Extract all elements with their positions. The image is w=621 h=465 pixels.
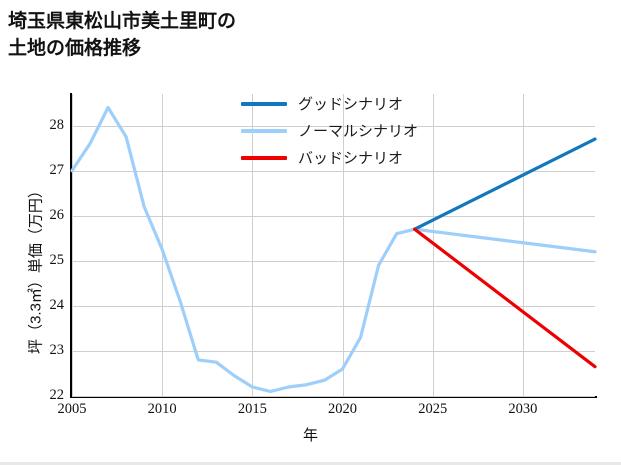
gridline-horizontal	[72, 126, 595, 127]
gridline-horizontal	[72, 171, 595, 172]
x-tick-label: 2030	[508, 401, 538, 417]
x-axis-title: 年	[302, 427, 318, 444]
gridline-vertical	[343, 94, 344, 396]
gridline-horizontal	[72, 261, 595, 262]
legend-swatch-icon	[241, 156, 287, 160]
x-tick-label: 2020	[328, 401, 358, 417]
y-tick-label: 23	[49, 341, 65, 358]
y-axis-title: 坪（3.3㎡）単価（万円）	[27, 183, 45, 354]
gridline-horizontal	[72, 216, 595, 217]
chart-legend: グッドシナリオ ノーマルシナリオ バッドシナリオ	[241, 91, 451, 172]
legend-label: ノーマルシナリオ	[298, 123, 419, 140]
page-title: 埼玉県東松山市美土里町の 土地の価格推移	[8, 11, 237, 59]
x-axis-line	[70, 396, 597, 398]
y-tick-label: 28	[49, 116, 65, 133]
series-line	[413, 227, 597, 369]
x-tick-label: 2015	[237, 401, 267, 417]
gridline-horizontal	[72, 306, 595, 307]
y-tick-label: 26	[49, 206, 65, 223]
x-tick-label: 2025	[418, 401, 448, 417]
gridline-vertical	[252, 94, 253, 396]
series-lines	[70, 105, 597, 394]
legend-item[interactable]: バッドシナリオ	[241, 145, 451, 172]
legend-swatch-icon	[241, 129, 287, 133]
series-line	[70, 105, 597, 394]
gridline-vertical	[162, 94, 163, 396]
plot-area	[70, 93, 597, 398]
legend-label: グッドシナリオ	[298, 96, 404, 113]
gridline-vertical	[523, 94, 524, 396]
legend-swatch-icon	[241, 102, 287, 106]
gridline-vertical	[72, 94, 73, 396]
y-tick-label: 24	[49, 296, 65, 313]
y-tick-label: 27	[49, 161, 65, 178]
legend-item[interactable]: グッドシナリオ	[241, 91, 451, 118]
gridline-horizontal	[72, 396, 595, 397]
x-tick-label: 2005	[57, 401, 87, 417]
y-tick-label: 25	[49, 251, 65, 268]
legend-label: バッドシナリオ	[298, 150, 404, 167]
y-axis-line	[70, 93, 72, 397]
legend-item[interactable]: ノーマルシナリオ	[241, 118, 451, 145]
y-tick-label: 22	[49, 387, 65, 403]
series-line	[413, 137, 597, 231]
gridline-horizontal	[72, 351, 595, 352]
x-tick-label: 2010	[147, 401, 177, 417]
